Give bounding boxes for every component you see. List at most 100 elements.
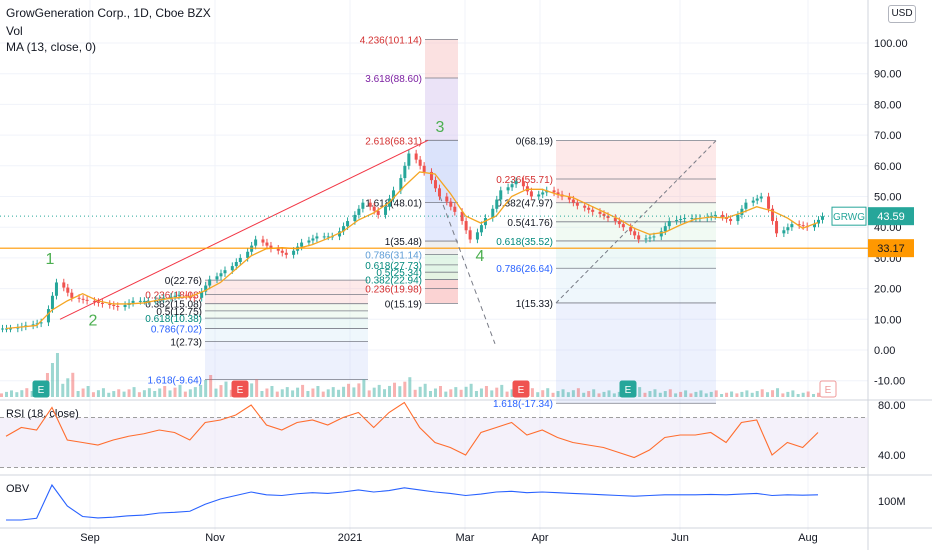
volume-bar bbox=[291, 390, 295, 397]
candle bbox=[468, 230, 472, 240]
candle bbox=[629, 227, 633, 232]
candle bbox=[372, 206, 376, 211]
fib-zone bbox=[556, 140, 716, 179]
fib-level-label: 0.786(26.64) bbox=[496, 264, 553, 275]
volume-bar bbox=[771, 390, 775, 397]
fib-level-label: 0.382(22.94) bbox=[365, 276, 422, 287]
candle bbox=[85, 299, 89, 301]
fibonacci-drawings: 0(22.76)0.236(18.03)0.382(15.08)0.5(12.7… bbox=[145, 36, 717, 410]
volume-label: Vol bbox=[6, 24, 23, 38]
volume-bar bbox=[224, 381, 228, 397]
candle bbox=[16, 327, 20, 329]
fib-level-label: 0.5(41.76) bbox=[507, 218, 553, 229]
candle bbox=[204, 285, 208, 292]
volume-bar bbox=[311, 388, 315, 397]
volume-bar bbox=[617, 391, 621, 397]
volume-bar bbox=[576, 388, 580, 397]
volume-bar bbox=[592, 389, 596, 397]
fib-level-label: 0.618(10.38) bbox=[145, 314, 202, 325]
candle bbox=[495, 199, 499, 209]
candle bbox=[713, 214, 717, 216]
ma-label: MA (13, close, 0) bbox=[6, 40, 97, 54]
time-tick-label: Apr bbox=[531, 532, 548, 544]
candle bbox=[162, 297, 166, 299]
volume-bar bbox=[536, 392, 540, 397]
candle bbox=[35, 323, 39, 325]
volume-bar bbox=[204, 380, 208, 397]
price-tick-label: 70.00 bbox=[874, 130, 902, 142]
fib-level-label: 3.618(88.60) bbox=[365, 74, 422, 85]
volume-bar bbox=[484, 386, 488, 397]
fib-zone bbox=[425, 77, 458, 141]
price-tick-label: 50.00 bbox=[874, 192, 902, 204]
candle bbox=[353, 214, 357, 222]
volume-bar bbox=[122, 391, 126, 397]
candle bbox=[376, 210, 380, 215]
volume-bar bbox=[587, 391, 591, 397]
candle bbox=[116, 305, 120, 308]
fib-zone bbox=[205, 318, 368, 329]
candle bbox=[31, 324, 35, 326]
volume-bar bbox=[306, 391, 310, 397]
candle bbox=[755, 198, 759, 201]
volume-bar bbox=[158, 388, 162, 397]
obv-pane: OBV bbox=[6, 483, 819, 521]
volume-bar bbox=[132, 387, 136, 397]
fib-zone bbox=[425, 202, 458, 242]
candle bbox=[648, 237, 652, 239]
volume-bar bbox=[423, 383, 427, 397]
candle bbox=[633, 231, 637, 236]
candle bbox=[315, 236, 319, 239]
fib-level-label: 0.786(7.02) bbox=[151, 324, 202, 335]
volume-bar bbox=[265, 388, 269, 397]
annotations: 1 2 3 4 E E E E E bbox=[0, 119, 868, 398]
volume-bar bbox=[66, 378, 70, 397]
last-price-tag: 43.59 bbox=[877, 211, 905, 223]
volume-bar bbox=[551, 392, 555, 397]
time-tick-label: Sep bbox=[80, 532, 100, 544]
fib-zone bbox=[205, 341, 368, 380]
volume-bar bbox=[214, 388, 218, 397]
candle bbox=[9, 328, 12, 330]
volume-bar bbox=[725, 392, 729, 397]
volume-bar bbox=[495, 387, 499, 397]
fib-zone bbox=[205, 310, 368, 319]
candle bbox=[392, 190, 396, 199]
volume-bar bbox=[163, 386, 167, 397]
volume-bar bbox=[444, 391, 448, 397]
volume-bar bbox=[337, 389, 341, 397]
candle bbox=[491, 208, 495, 218]
price-tick-label: 80.00 bbox=[874, 99, 902, 111]
axes: 100.00 90.00 80.00 70.00 60.00 50.00 40.00 3 0.0… bbox=[80, 38, 914, 544]
volume-bar bbox=[127, 389, 131, 397]
candle bbox=[215, 276, 219, 280]
volume-bar bbox=[398, 386, 402, 397]
volume-bar bbox=[648, 391, 652, 397]
currency-button[interactable]: USD bbox=[888, 5, 916, 23]
volume-bar bbox=[372, 387, 376, 397]
volume-bar bbox=[20, 390, 24, 397]
candle bbox=[537, 194, 541, 197]
candle bbox=[234, 261, 238, 267]
volume-bar bbox=[193, 387, 197, 397]
volume-bar bbox=[326, 389, 330, 397]
volume-bar bbox=[403, 381, 407, 397]
volume-bar bbox=[10, 390, 13, 397]
volume-bar bbox=[30, 391, 34, 397]
volume-bar bbox=[5, 391, 8, 397]
fib-level-label: 4.236(101.14) bbox=[360, 36, 422, 47]
volume-bar bbox=[709, 391, 713, 397]
volume-bar bbox=[812, 394, 815, 397]
fib-level-label: 0.382(47.97) bbox=[496, 199, 553, 210]
volume-bar bbox=[76, 391, 80, 397]
candle bbox=[821, 216, 824, 220]
candle bbox=[177, 294, 181, 296]
candle bbox=[311, 238, 315, 241]
volume-bar bbox=[86, 386, 90, 397]
candle bbox=[269, 245, 273, 249]
candle bbox=[690, 217, 694, 219]
fib-zone bbox=[556, 178, 716, 203]
candle bbox=[192, 296, 196, 298]
volume-bar bbox=[418, 386, 422, 397]
